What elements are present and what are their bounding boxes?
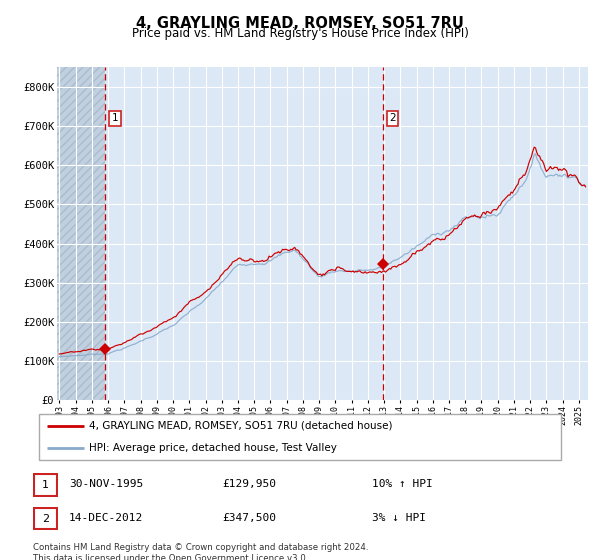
Text: £129,950: £129,950	[222, 479, 276, 489]
Text: 30-NOV-1995: 30-NOV-1995	[69, 479, 143, 489]
FancyBboxPatch shape	[34, 508, 57, 529]
Text: 2: 2	[389, 113, 396, 123]
FancyBboxPatch shape	[38, 414, 562, 460]
Text: 2: 2	[42, 514, 49, 524]
Text: 1: 1	[42, 480, 49, 490]
Text: Price paid vs. HM Land Registry's House Price Index (HPI): Price paid vs. HM Land Registry's House …	[131, 27, 469, 40]
Text: HPI: Average price, detached house, Test Valley: HPI: Average price, detached house, Test…	[89, 443, 337, 453]
Text: 4, GRAYLING MEAD, ROMSEY, SO51 7RU (detached house): 4, GRAYLING MEAD, ROMSEY, SO51 7RU (deta…	[89, 421, 392, 431]
Text: 4, GRAYLING MEAD, ROMSEY, SO51 7RU: 4, GRAYLING MEAD, ROMSEY, SO51 7RU	[136, 16, 464, 31]
FancyBboxPatch shape	[34, 474, 57, 496]
Text: 1: 1	[112, 113, 119, 123]
Text: 3% ↓ HPI: 3% ↓ HPI	[372, 513, 426, 523]
Text: 14-DEC-2012: 14-DEC-2012	[69, 513, 143, 523]
Text: £347,500: £347,500	[222, 513, 276, 523]
Text: 10% ↑ HPI: 10% ↑ HPI	[372, 479, 433, 489]
Bar	[57, 67, 106, 400]
Text: Contains HM Land Registry data © Crown copyright and database right 2024.
This d: Contains HM Land Registry data © Crown c…	[33, 543, 368, 560]
